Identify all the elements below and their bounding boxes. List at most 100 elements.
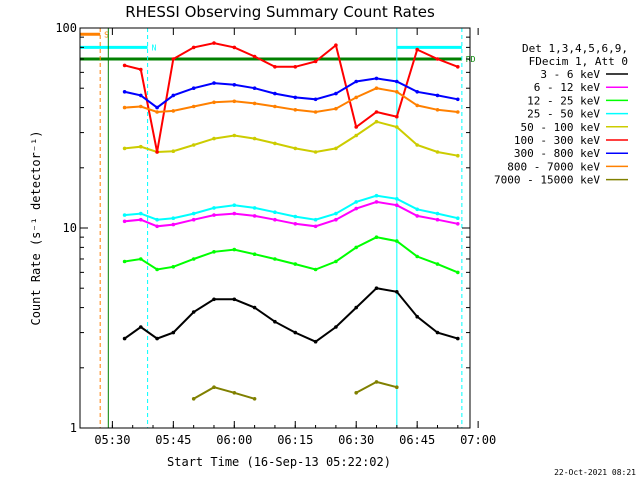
flag-label-n: N xyxy=(152,43,157,52)
data-point xyxy=(395,125,399,129)
x-tick-label: 06:15 xyxy=(277,433,313,447)
data-point xyxy=(456,97,460,102)
data-point xyxy=(155,217,159,222)
data-point xyxy=(122,259,127,264)
data-point xyxy=(435,57,440,61)
legend-header-1: Det 1,3,4,5,6,9, xyxy=(522,42,628,55)
data-point xyxy=(191,310,196,314)
data-point xyxy=(122,213,127,217)
series-line xyxy=(193,386,255,400)
data-point xyxy=(252,206,257,210)
data-point xyxy=(171,222,176,227)
data-point xyxy=(456,222,460,226)
data-point xyxy=(293,262,298,266)
data-point xyxy=(122,105,127,110)
data-point xyxy=(293,108,298,112)
data-point xyxy=(354,391,359,395)
data-point xyxy=(139,104,143,109)
data-point xyxy=(232,99,237,104)
data-point xyxy=(415,314,420,319)
data-point xyxy=(395,114,399,119)
data-point xyxy=(273,210,277,214)
y-tick-label: 10 xyxy=(63,221,77,235)
data-point xyxy=(155,150,159,154)
data-point xyxy=(456,216,460,220)
data-point xyxy=(334,43,338,47)
data-point xyxy=(395,385,399,390)
x-tick-label: 05:45 xyxy=(155,433,191,447)
data-point xyxy=(334,106,338,111)
series-7000-15000-kev xyxy=(191,380,399,401)
data-point xyxy=(232,247,237,252)
data-point xyxy=(354,200,359,204)
series-12-25-kev xyxy=(122,235,460,275)
data-point xyxy=(191,143,196,147)
data-point xyxy=(171,109,176,113)
y-tick-label: 1 xyxy=(70,421,77,435)
series-line xyxy=(124,194,459,221)
legend-entry: 6 - 12 keV xyxy=(534,81,601,94)
data-point xyxy=(435,108,440,112)
data-point xyxy=(252,101,257,106)
data-point xyxy=(374,110,379,114)
data-point xyxy=(139,67,143,72)
data-point xyxy=(122,146,127,151)
data-point xyxy=(139,325,143,329)
data-point xyxy=(191,217,196,222)
data-point xyxy=(122,90,127,94)
legend-entry: 50 - 100 keV xyxy=(521,121,601,134)
legend-entry: 300 - 800 keV xyxy=(514,147,600,160)
data-point xyxy=(354,79,359,84)
data-point xyxy=(334,259,338,264)
data-point xyxy=(191,104,196,109)
data-point xyxy=(395,239,399,243)
data-point xyxy=(252,214,257,218)
data-point xyxy=(212,100,216,105)
data-point xyxy=(273,91,277,96)
data-point xyxy=(354,133,359,138)
legend-entry: 3 - 6 keV xyxy=(540,68,600,81)
series-line xyxy=(124,200,458,228)
data-point xyxy=(313,339,318,344)
data-point xyxy=(334,211,338,216)
data-point xyxy=(435,217,440,222)
plot-area: S N RD 05:30 05:45 06:00 06:15 06:30 06:45 07:00… xyxy=(55,21,496,447)
data-point xyxy=(232,203,237,207)
data-point xyxy=(252,54,257,59)
data-point xyxy=(435,211,440,216)
data-point xyxy=(354,245,359,250)
series-6-12-kev xyxy=(122,200,460,229)
series-25-50-kev xyxy=(122,193,460,222)
data-point xyxy=(122,336,127,341)
data-point xyxy=(139,93,143,98)
x-tick-label: 06:45 xyxy=(399,433,435,447)
data-point xyxy=(313,224,318,229)
data-point xyxy=(139,144,143,149)
series-line xyxy=(124,77,458,109)
series-line xyxy=(124,120,458,157)
data-point xyxy=(374,286,379,291)
data-point xyxy=(374,200,379,204)
data-point xyxy=(334,146,338,151)
data-point xyxy=(313,150,318,154)
x-tick-label: 06:30 xyxy=(338,433,374,447)
data-point xyxy=(354,125,359,129)
data-point xyxy=(374,76,379,81)
data-point xyxy=(374,380,379,384)
data-point xyxy=(293,65,298,69)
data-point xyxy=(273,141,277,146)
data-point xyxy=(252,86,257,90)
data-point xyxy=(293,146,298,151)
data-point xyxy=(139,211,143,216)
data-point xyxy=(273,65,277,69)
y-axis-label: Count Rate (s⁻¹ detector⁻¹) xyxy=(29,130,43,325)
data-point xyxy=(456,110,460,114)
data-point xyxy=(415,207,420,212)
data-point xyxy=(435,93,440,98)
data-point xyxy=(252,136,257,141)
series-line xyxy=(124,287,459,343)
series-line xyxy=(124,42,459,153)
data-point xyxy=(212,213,216,217)
data-point xyxy=(191,257,196,261)
footer-timestamp: 22-Oct-2021 08:21 xyxy=(554,468,636,477)
